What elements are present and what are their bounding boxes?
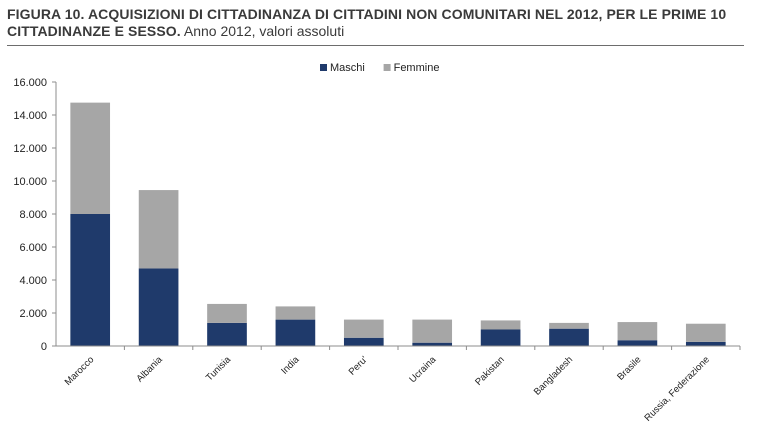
bar-femmine xyxy=(549,322,589,329)
bar-femmine xyxy=(138,190,179,269)
legend-label-femmine: Femmine xyxy=(394,62,440,74)
y-tick-label: 10.000 xyxy=(13,176,47,188)
bar-femmine xyxy=(685,323,726,342)
y-tick-label: 12.000 xyxy=(13,143,47,155)
x-tick-label: Pakistan xyxy=(473,354,507,388)
y-tick-label: 0 xyxy=(41,341,47,353)
bar-maschi xyxy=(207,322,247,346)
bar-maschi xyxy=(70,214,111,346)
bar-femmine xyxy=(275,306,316,320)
x-tick-label: Russia, Federazione xyxy=(643,354,712,423)
chart-legend: Maschi Femmine xyxy=(320,62,439,74)
x-tick-label: Tunisia xyxy=(204,354,234,384)
bar-femmine xyxy=(412,319,453,343)
x-tick-label: Bangladesh xyxy=(532,354,575,397)
bar-maschi xyxy=(343,337,384,346)
x-tick-label: Albania xyxy=(135,354,166,385)
x-tick-label: Brasile xyxy=(615,354,643,382)
bar-femmine xyxy=(343,319,384,338)
x-tick-label: Ucraina xyxy=(407,354,438,385)
figure-header: FIGURA 10. ACQUISIZIONI DI CITTADINANZA … xyxy=(7,6,759,40)
y-tick-label: 14.000 xyxy=(13,110,47,122)
x-tick-label: Peru' xyxy=(347,354,370,377)
x-axis: Marocco Albania Tunisia India Peru' Ucraina Pa… xyxy=(56,345,741,424)
bar-femmine xyxy=(617,322,658,341)
bar-maschi xyxy=(412,342,453,346)
bar-femmine xyxy=(207,303,247,323)
bar-maschi xyxy=(275,319,316,346)
legend-label-maschi: Maschi xyxy=(330,62,365,74)
bar-femmine xyxy=(480,320,521,330)
y-tick-label: 6.000 xyxy=(19,242,47,254)
y-tick-label: 4.000 xyxy=(19,275,47,287)
bar-maschi xyxy=(685,341,726,346)
x-tick-label: India xyxy=(279,354,302,377)
y-tick-label: 8.000 xyxy=(19,209,47,221)
bar-femmine xyxy=(70,102,111,214)
header-divider xyxy=(7,45,744,46)
bar-maschi xyxy=(138,268,179,346)
y-tick-label: 16.000 xyxy=(13,77,47,89)
legend-swatch-maschi xyxy=(320,64,327,71)
y-axis: 0 2.000 4.000 6.000 8.000 10.000 12.000 14.000 1… xyxy=(13,77,57,353)
y-tick-label: 2.000 xyxy=(19,308,47,320)
legend-swatch-femmine xyxy=(383,64,391,71)
x-tick-label: Marocco xyxy=(63,354,97,388)
figure-title: FIGURA 10. ACQUISIZIONI DI CITTADINANZA … xyxy=(7,6,727,39)
bar-maschi xyxy=(480,329,521,346)
bar-maschi xyxy=(617,340,658,346)
figure-subtitle: Anno 2012, valori assoluti xyxy=(183,23,345,39)
bars-layer xyxy=(70,102,726,346)
bar-maschi xyxy=(549,328,589,346)
